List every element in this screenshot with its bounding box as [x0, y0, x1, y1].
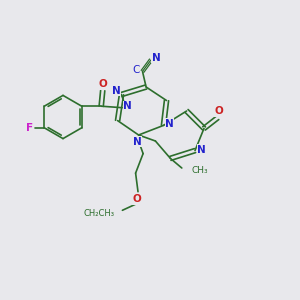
Text: O: O [98, 79, 107, 89]
Text: C: C [132, 65, 140, 75]
Text: O: O [214, 106, 224, 116]
Text: N: N [165, 119, 174, 129]
Text: O: O [133, 194, 142, 204]
Text: N: N [123, 101, 132, 111]
Text: N: N [112, 86, 121, 96]
Text: CH₃: CH₃ [191, 166, 208, 175]
Text: N: N [152, 52, 161, 63]
Text: N: N [133, 136, 142, 147]
Text: N: N [197, 145, 206, 155]
Text: F: F [26, 123, 33, 133]
Text: CH₂CH₃: CH₂CH₃ [83, 209, 114, 218]
